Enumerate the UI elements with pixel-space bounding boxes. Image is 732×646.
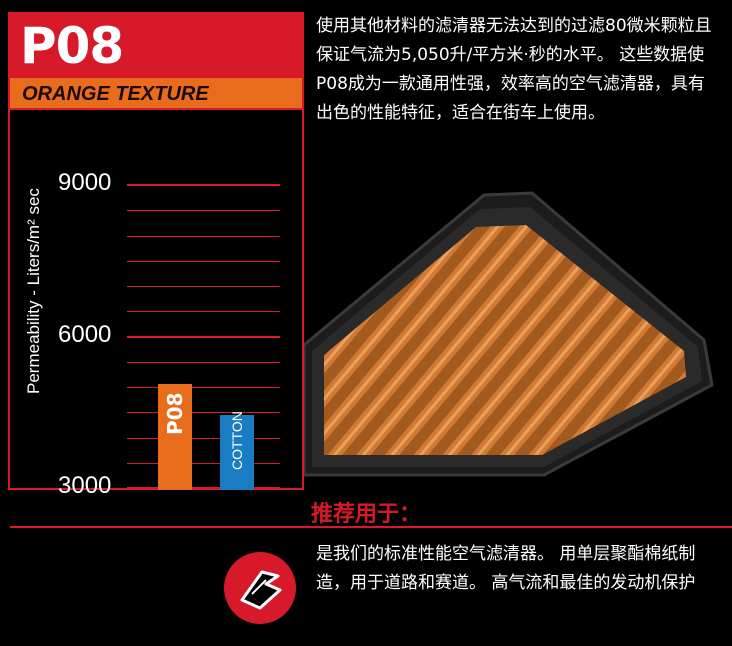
bar-label: P08 — [163, 392, 187, 436]
divider — [10, 526, 732, 528]
grid-line — [127, 184, 280, 186]
subtitle-bar: ORANGE TEXTURE — [10, 78, 302, 110]
chart-panel: P08 ORANGE TEXTURE Permeability - Liters… — [8, 12, 304, 499]
product-subtitle: ORANGE TEXTURE — [22, 83, 209, 105]
bar-p08: P08 — [158, 384, 192, 490]
grid-line — [127, 487, 280, 489]
y-axis-label: Permeability - Liters/m² sec — [24, 188, 43, 394]
grid-line — [127, 361, 280, 363]
air-filter-photo — [304, 191, 714, 477]
bar-cotton: COTTON — [220, 410, 254, 490]
y-tick-label: 3000 — [58, 472, 112, 499]
grid-line — [127, 311, 280, 313]
y-tick-label: 6000 — [58, 320, 112, 348]
grid-line — [127, 210, 280, 212]
grid-line — [127, 437, 280, 439]
product-title: P08 — [20, 17, 124, 75]
grid-line — [127, 335, 280, 338]
road-track-icon — [224, 552, 296, 624]
description-bottom: 是我们的标准性能空气滤清器。 用单层聚酯棉纸制造，用于道路和赛道。 高气流和最佳… — [316, 544, 696, 593]
grid-line — [127, 387, 280, 388]
grid-line — [127, 260, 280, 262]
bar-label: COTTON — [229, 410, 245, 470]
grid-line — [127, 462, 280, 464]
recommended-title: 推荐用于： — [310, 502, 421, 527]
title-bar: P08 — [10, 14, 302, 78]
y-tick-label: 9000 — [58, 169, 112, 196]
description-top: 使用其他材料的滤清器无法达到的过滤80微米颗粒且保证气流为5,050升/平方米·… — [316, 16, 712, 123]
grid-line — [127, 286, 280, 287]
grid-line — [127, 235, 280, 237]
grid-line — [127, 412, 280, 414]
